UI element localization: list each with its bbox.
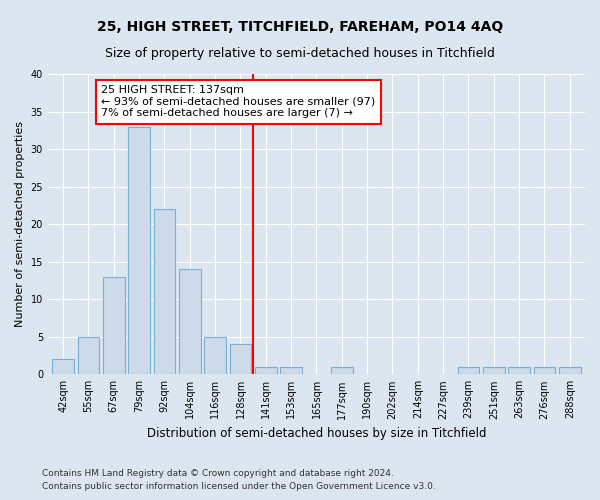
Bar xyxy=(103,276,125,374)
Bar xyxy=(483,367,505,374)
Bar xyxy=(128,126,150,374)
Text: 25 HIGH STREET: 137sqm
← 93% of semi-detached houses are smaller (97)
7% of semi: 25 HIGH STREET: 137sqm ← 93% of semi-det… xyxy=(101,86,376,118)
Bar xyxy=(508,367,530,374)
Bar xyxy=(559,367,581,374)
Bar xyxy=(458,367,479,374)
Text: 25, HIGH STREET, TITCHFIELD, FAREHAM, PO14 4AQ: 25, HIGH STREET, TITCHFIELD, FAREHAM, PO… xyxy=(97,20,503,34)
Bar xyxy=(230,344,251,374)
Bar xyxy=(154,209,175,374)
Bar xyxy=(255,367,277,374)
Bar xyxy=(533,367,555,374)
X-axis label: Distribution of semi-detached houses by size in Titchfield: Distribution of semi-detached houses by … xyxy=(147,427,486,440)
Bar xyxy=(205,337,226,374)
Text: Contains HM Land Registry data © Crown copyright and database right 2024.: Contains HM Land Registry data © Crown c… xyxy=(42,468,394,477)
Bar xyxy=(280,367,302,374)
Bar xyxy=(52,360,74,374)
Bar xyxy=(77,337,99,374)
Text: Size of property relative to semi-detached houses in Titchfield: Size of property relative to semi-detach… xyxy=(105,48,495,60)
Text: Contains public sector information licensed under the Open Government Licence v3: Contains public sector information licen… xyxy=(42,482,436,491)
Y-axis label: Number of semi-detached properties: Number of semi-detached properties xyxy=(15,121,25,327)
Bar xyxy=(331,367,353,374)
Bar xyxy=(179,269,200,374)
